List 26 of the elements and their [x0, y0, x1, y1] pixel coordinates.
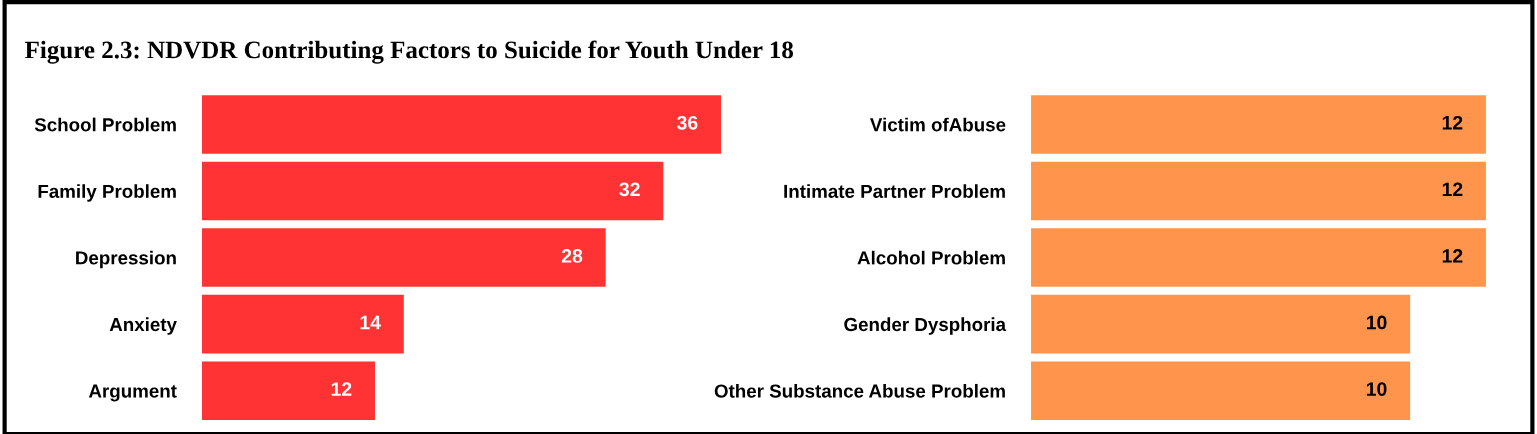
- y-tick-label: Argument: [88, 384, 177, 402]
- data-label: 12: [331, 382, 352, 396]
- data-label: 12: [1442, 249, 1463, 263]
- data-label: 10: [1366, 382, 1387, 396]
- data-label: 12: [1442, 115, 1463, 130]
- y-tick-label: Depression: [76, 250, 176, 269]
- bar: [201, 161, 664, 221]
- y-tick-label: Intimate Partner Problem: [784, 184, 1005, 198]
- data-label: 14: [360, 315, 381, 330]
- data-label: 10: [1366, 315, 1387, 330]
- data-label: 36: [677, 115, 698, 130]
- bar: [201, 228, 606, 287]
- chart-title: Figure 2.3: NDVDR Contributing Factors to Suicide for Youth Under 18: [25, 40, 793, 64]
- bar: [201, 361, 375, 421]
- bar: [201, 294, 404, 354]
- bar: [201, 95, 722, 154]
- y-tick-label: Family Problem: [38, 184, 176, 202]
- y-tick-label: Gender Dysphoria: [844, 317, 1007, 335]
- y-tick-label: School Problem: [34, 117, 176, 132]
- y-tick-label: Anxiety: [109, 317, 177, 335]
- data-label: 28: [561, 249, 583, 263]
- data-label: 32: [619, 182, 640, 197]
- data-label: 12: [1442, 182, 1463, 197]
- y-tick-label: Victim ofAbuse: [870, 117, 1006, 132]
- y-tick-label: Alcohol Problem: [857, 250, 1005, 265]
- y-tick-label: Other Substance Abuse Problem: [714, 383, 1005, 398]
